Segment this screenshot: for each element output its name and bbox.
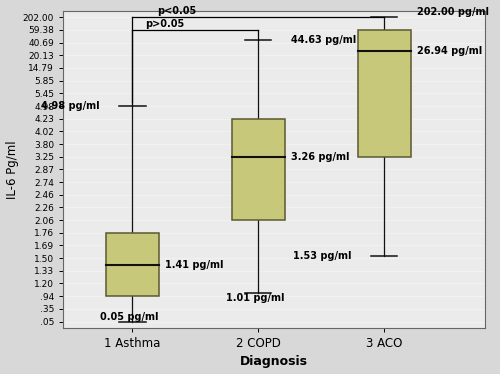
Bar [106,233,159,296]
Text: p<0.05: p<0.05 [158,6,197,16]
Text: 44.63 pg/ml: 44.63 pg/ml [291,35,356,45]
Text: 4.98 pg/ml: 4.98 pg/ml [41,101,100,111]
Bar [358,30,410,157]
Text: 0.05 pg/ml: 0.05 pg/ml [100,312,158,322]
Text: 1.53 pg/ml: 1.53 pg/ml [293,251,352,261]
Text: 26.94 pg/ml: 26.94 pg/ml [417,46,482,56]
Text: p>0.05: p>0.05 [145,19,184,29]
Y-axis label: IL-6 Pg/ml: IL-6 Pg/ml [6,140,18,199]
Text: 3.26 pg/ml: 3.26 pg/ml [291,152,350,162]
Text: 1.01 pg/ml: 1.01 pg/ml [226,293,284,303]
X-axis label: Diagnosis: Diagnosis [240,355,308,368]
Bar [232,119,284,220]
Text: 1.41 pg/ml: 1.41 pg/ml [165,260,224,270]
Text: 202.00 pg/ml: 202.00 pg/ml [417,7,489,17]
